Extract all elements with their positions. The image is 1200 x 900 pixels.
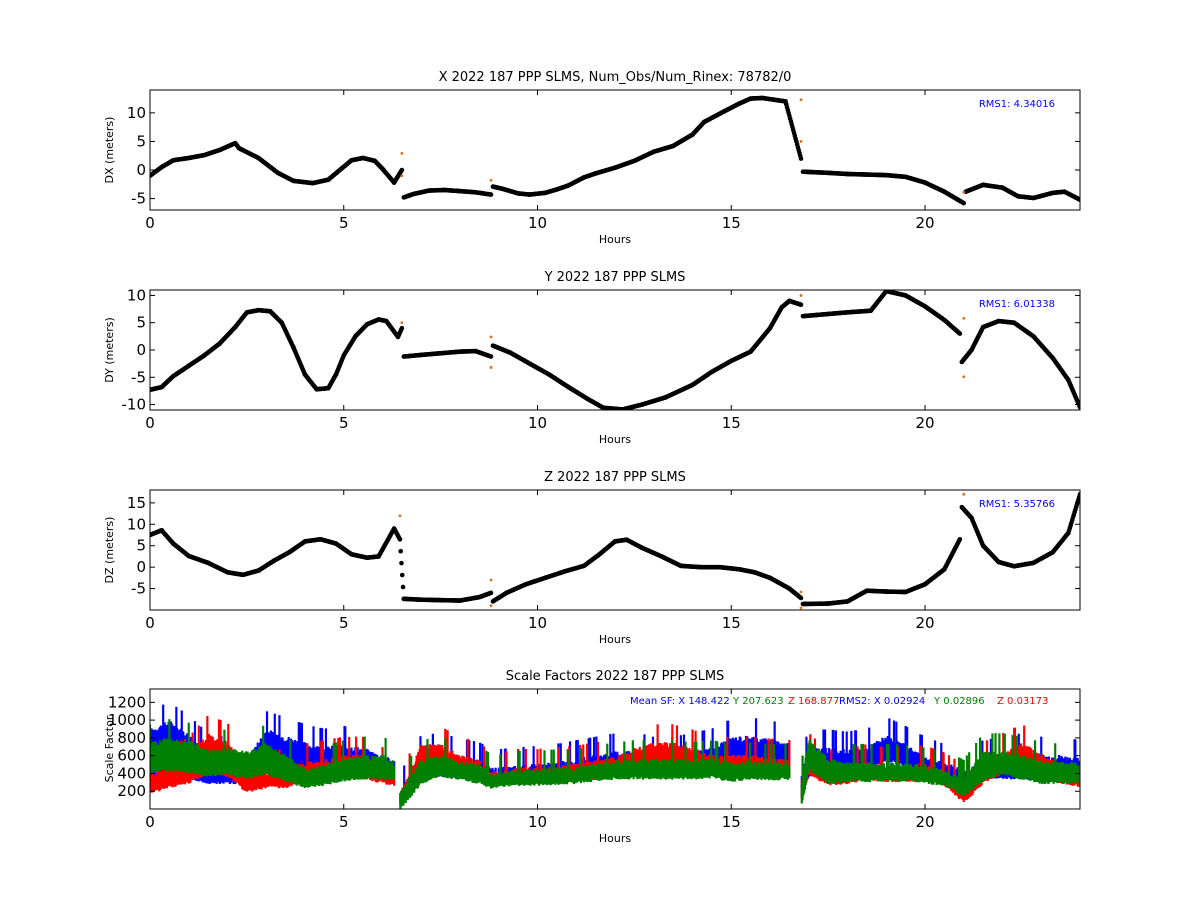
x-tick-label: 10 [528,414,547,432]
series-position-points [150,290,1080,410]
outlier-point [799,590,803,594]
plot-area-4 [150,704,1080,809]
y-tick-label: 0 [136,161,146,179]
x-tick-label: 15 [722,414,741,432]
axes-frame-3 [149,489,1081,611]
data-point [798,302,804,308]
outlier-point [962,316,966,320]
x-tick-label: 10 [528,614,547,632]
rms-annotation: RMS1: 6.01338 [979,299,1055,310]
y-axis-label: DY (meters) [103,317,116,382]
axes-frame-1 [149,89,1081,211]
x-tick-label: 20 [915,614,934,632]
x-tick-label: 0 [145,414,155,432]
outlier-point [400,174,404,178]
data-point [957,536,963,542]
y-tick-label: 5 [136,537,146,555]
x-axis-label: Hours [599,433,631,446]
rms-annotation: RMS1: 4.34016 [979,99,1055,110]
data-point [399,167,405,173]
y-axis-label: DZ (meters) [103,517,116,584]
y-axis-label: DX (meters) [103,117,116,184]
rms-annotation: RMS1: 5.35766 [979,499,1055,510]
x-tick-label: 5 [339,614,349,632]
plot-area-1 [150,95,1080,206]
x-axis-label: Hours [599,233,631,246]
outlier-point [962,190,966,194]
series-outlier-points [400,294,966,379]
y-tick-label: 5 [136,314,146,332]
subplot-title: Z 2022 187 PPP SLMS [544,470,686,485]
x-tick-label: 0 [145,214,155,232]
y-tick-label: 0 [136,341,146,359]
x-tick-label: 15 [722,614,741,632]
data-point [488,590,494,596]
data-point [961,200,967,206]
outlier-point [799,98,803,102]
data-point [399,325,405,331]
x-tick-label: 5 [339,414,349,432]
data-point [399,572,405,578]
subplot-title: Y 2022 187 PPP SLMS [544,270,686,285]
y-tick-label: -10 [122,396,147,414]
axes-frame-2 [149,289,1081,411]
x-tick-label: 0 [145,614,155,632]
data-point [398,548,404,554]
subplot-1: 0 5 10 15 20 -5 0 5 10 X 2022 187 PPP SLMS, Num_O… [103,70,1081,246]
y-tick-label: -5 [131,190,146,208]
subplot-3: 0 5 10 15 20 -5 0 5 10 15 Z 2022 187 PPP SLMS Hours… [103,470,1081,646]
data-point [798,156,804,161]
outlier-point [962,375,966,379]
subplot-2: 0 5 10 15 20 -10 -5 0 5 10 Y 2022 187 PPP SLMS Hour… [103,270,1081,446]
y-tick-label: -5 [131,580,146,598]
outlier-point [489,366,493,369]
outlier-point [398,514,402,518]
data-point [1077,404,1080,410]
data-point [400,584,406,590]
data-point [798,595,804,601]
plot-area-2 [150,290,1080,410]
y-tick-label: 10 [127,104,146,122]
series-outlier-points [400,98,966,194]
y-tick-label: 15 [127,494,146,512]
data-point [1077,491,1080,497]
x-tick-label: 10 [528,214,547,232]
outlier-point [489,178,493,182]
x-axis-label: Hours [599,633,631,646]
data-point [399,560,404,566]
data-point [488,192,494,197]
data-point [397,536,403,542]
data-point [957,331,963,336]
outlier-point [799,606,803,610]
x-tick-label: 20 [915,414,934,432]
x-tick-label: 20 [915,214,934,232]
outlier-point [489,604,493,608]
series-outlier-points [398,492,966,610]
y-tick-label: -5 [131,368,146,386]
outlier-point [799,294,803,297]
outlier-point [489,335,493,339]
outlier-point [400,321,404,325]
y-tick-label: 5 [136,132,146,150]
x-tick-label: 5 [339,214,349,232]
outlier-point [962,492,966,496]
outlier-point [400,152,404,155]
series-position-points [150,95,1080,206]
data-point [488,354,494,359]
x-tick-label: 15 [722,214,741,232]
series-position-points [150,491,1080,607]
y-tick-label: 0 [136,558,146,576]
plot-area-3 [150,491,1080,610]
y-tick-label: 10 [127,515,146,533]
subplot-title: X 2022 187 PPP SLMS, Num_Obs/Num_Rinex: … [439,70,792,85]
y-tick-label: 10 [127,286,146,304]
outlier-point [799,140,803,143]
outlier-point [489,578,493,582]
